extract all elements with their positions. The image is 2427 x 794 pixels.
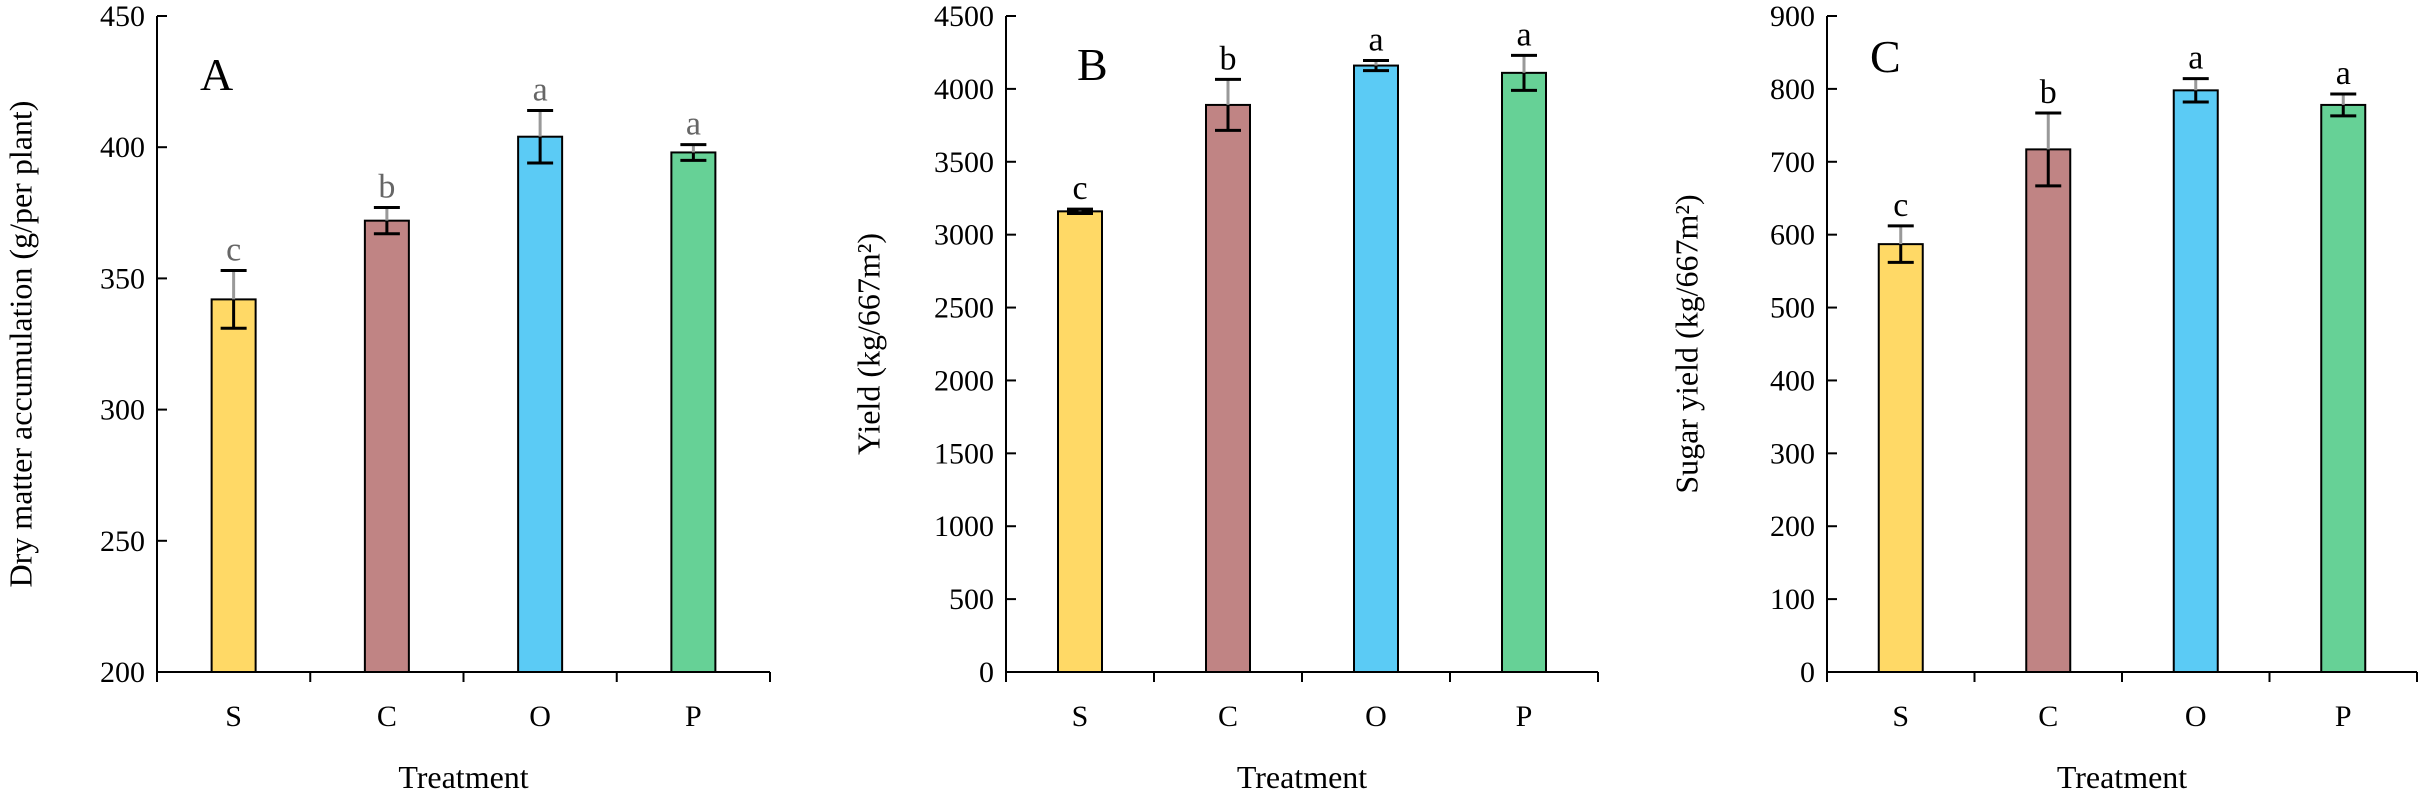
y-tick-label: 100	[1770, 583, 1815, 616]
y-tick-label: 500	[1770, 292, 1815, 325]
chart-panel-b: 0 500 1000 1500 2000 2500 3000 3500 4000 4500 c Sb C…	[850, 0, 1599, 794]
x-tick-label: C	[1218, 700, 1238, 733]
x-tick-label: S	[225, 700, 242, 733]
y-tick-label: 350	[100, 262, 145, 295]
y-tick-label: 3000	[934, 219, 994, 252]
significance-label: c	[1072, 170, 1087, 207]
significance-label: c	[1893, 187, 1908, 224]
bar-s	[1057, 210, 1103, 673]
y-tick-label: 0	[1800, 656, 1815, 689]
y-tick-label: 2500	[934, 292, 994, 325]
significance-label: b	[2040, 74, 2057, 111]
y-tick-label: 0	[979, 656, 994, 689]
significance-label: a	[1368, 21, 1383, 58]
x-axis-title: Treatment	[1237, 759, 1367, 794]
y-tick-label: 400	[100, 131, 145, 164]
x-tick-label: P	[1516, 700, 1533, 733]
significance-label: b	[378, 169, 395, 206]
panel-label: A	[200, 49, 233, 100]
y-tick-label: 250	[100, 525, 145, 558]
panel-label: B	[1077, 39, 1108, 90]
y-tick-label: 2000	[934, 364, 994, 397]
x-tick-label: P	[2335, 700, 2352, 733]
y-tick-label: 600	[1770, 219, 1815, 252]
y-tick-label: 700	[1770, 146, 1815, 179]
y-tick-label: 500	[949, 583, 994, 616]
y-tick-label: 800	[1770, 73, 1815, 106]
y-tick-label: 300	[100, 394, 145, 427]
bar-o	[2172, 89, 2219, 673]
x-tick-label: S	[1072, 700, 1089, 733]
x-tick-label: O	[2185, 700, 2207, 733]
y-tick-label: 300	[1770, 437, 1815, 470]
bar-c	[363, 219, 410, 673]
y-tick-label: 200	[1770, 510, 1815, 543]
panel-label: C	[1870, 31, 1901, 82]
bar-s	[210, 298, 257, 673]
y-axis-title: Sugar yield (kg/667m²)	[1668, 194, 1704, 493]
bar-c	[1205, 103, 1251, 674]
significance-label: a	[2336, 55, 2351, 92]
bar-c	[2025, 148, 2072, 674]
bar-p	[1501, 71, 1547, 673]
bar-o	[1353, 64, 1399, 673]
y-tick-label: 900	[1770, 0, 1815, 33]
significance-label: a	[533, 71, 548, 108]
x-tick-label: C	[2038, 700, 2058, 733]
y-tick-label: 3500	[934, 146, 994, 179]
bar-s	[1877, 243, 1924, 674]
chart-panel-a: 200 250 300 350 400 450 c Sb Ca Oa P Treatment Dry m…	[2, 0, 771, 794]
y-tick-label: 1500	[934, 437, 994, 470]
significance-label: c	[226, 232, 241, 269]
bar-p	[670, 151, 717, 673]
chart-panel-c: 0 100 200 300 400 500 600 700 800 900 c Sb Ca Oa P Trea…	[1668, 0, 2418, 794]
x-axis-title: Treatment	[2057, 759, 2187, 794]
y-tick-label: 4000	[934, 73, 994, 106]
bar-o	[517, 135, 564, 674]
y-tick-label: 4500	[934, 0, 994, 33]
x-tick-label: S	[1892, 700, 1909, 733]
x-tick-label: C	[377, 700, 397, 733]
y-tick-label: 1000	[934, 510, 994, 543]
significance-label: b	[1220, 40, 1237, 77]
x-tick-label: P	[685, 700, 702, 733]
y-tick-label: 400	[1770, 364, 1815, 397]
bar-p	[2320, 103, 2367, 674]
y-tick-label: 200	[100, 656, 145, 689]
y-axis-title: Dry matter accumulation (g/per plant)	[2, 101, 38, 588]
significance-label: a	[1516, 16, 1531, 53]
y-tick-label: 450	[100, 0, 145, 33]
x-tick-label: O	[1365, 700, 1387, 733]
x-axis-title: Treatment	[398, 759, 528, 794]
significance-label: a	[2188, 40, 2203, 77]
y-axis-title: Yield (kg/667m²)	[850, 233, 886, 455]
significance-label: a	[686, 106, 701, 143]
x-tick-label: O	[529, 700, 551, 733]
